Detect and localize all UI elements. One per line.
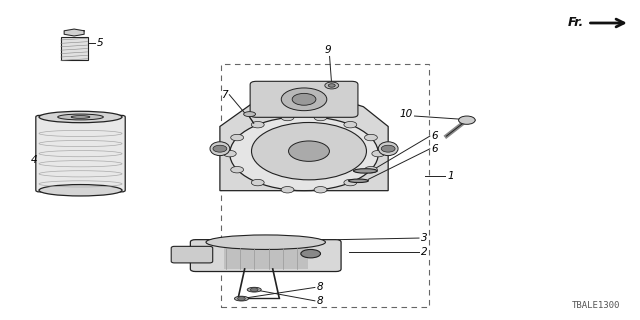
Circle shape	[223, 150, 236, 157]
Text: 9: 9	[324, 45, 331, 55]
Bar	[223, 248, 308, 269]
Ellipse shape	[71, 116, 90, 118]
Circle shape	[281, 114, 294, 121]
Text: 6: 6	[432, 131, 438, 141]
Circle shape	[230, 166, 244, 173]
Circle shape	[252, 123, 367, 180]
FancyBboxPatch shape	[172, 246, 212, 263]
Text: TBALE1300: TBALE1300	[572, 301, 620, 310]
Circle shape	[344, 180, 356, 186]
Ellipse shape	[58, 114, 103, 120]
Circle shape	[381, 145, 395, 152]
Circle shape	[230, 116, 378, 191]
Text: 4: 4	[31, 155, 37, 165]
Circle shape	[314, 187, 327, 193]
Polygon shape	[220, 92, 388, 191]
Text: 1: 1	[448, 171, 454, 181]
Text: 8: 8	[317, 296, 323, 306]
Text: 2: 2	[421, 247, 428, 257]
Ellipse shape	[353, 169, 378, 173]
Circle shape	[252, 180, 264, 186]
Text: Fr.: Fr.	[568, 17, 584, 29]
Ellipse shape	[301, 250, 321, 258]
Circle shape	[459, 116, 475, 124]
Bar	[61, 36, 88, 60]
Text: 6: 6	[432, 144, 438, 154]
Text: 5: 5	[97, 38, 103, 48]
Bar	[221, 64, 429, 307]
Circle shape	[250, 288, 258, 292]
Circle shape	[372, 150, 385, 157]
FancyBboxPatch shape	[190, 240, 341, 271]
Ellipse shape	[210, 142, 230, 156]
Circle shape	[289, 141, 330, 161]
Ellipse shape	[349, 179, 369, 182]
Ellipse shape	[39, 185, 122, 196]
Text: 7: 7	[221, 90, 227, 100]
Polygon shape	[64, 29, 84, 36]
Text: 3: 3	[421, 233, 428, 243]
Circle shape	[213, 145, 227, 152]
Circle shape	[252, 122, 264, 128]
FancyBboxPatch shape	[36, 116, 125, 192]
Text: 8: 8	[317, 283, 323, 292]
Text: 10: 10	[399, 109, 413, 119]
Circle shape	[281, 187, 294, 193]
Ellipse shape	[247, 287, 261, 292]
Circle shape	[328, 84, 335, 87]
Circle shape	[365, 166, 378, 173]
Circle shape	[230, 134, 244, 141]
Circle shape	[365, 134, 378, 141]
Ellipse shape	[39, 111, 122, 123]
Circle shape	[292, 93, 316, 105]
Circle shape	[314, 114, 327, 121]
Ellipse shape	[244, 112, 255, 116]
FancyBboxPatch shape	[250, 81, 358, 117]
Circle shape	[325, 82, 339, 89]
Circle shape	[237, 297, 245, 300]
Ellipse shape	[206, 235, 325, 250]
Circle shape	[344, 122, 356, 128]
Ellipse shape	[234, 296, 248, 301]
Ellipse shape	[378, 142, 398, 156]
Circle shape	[281, 88, 327, 111]
